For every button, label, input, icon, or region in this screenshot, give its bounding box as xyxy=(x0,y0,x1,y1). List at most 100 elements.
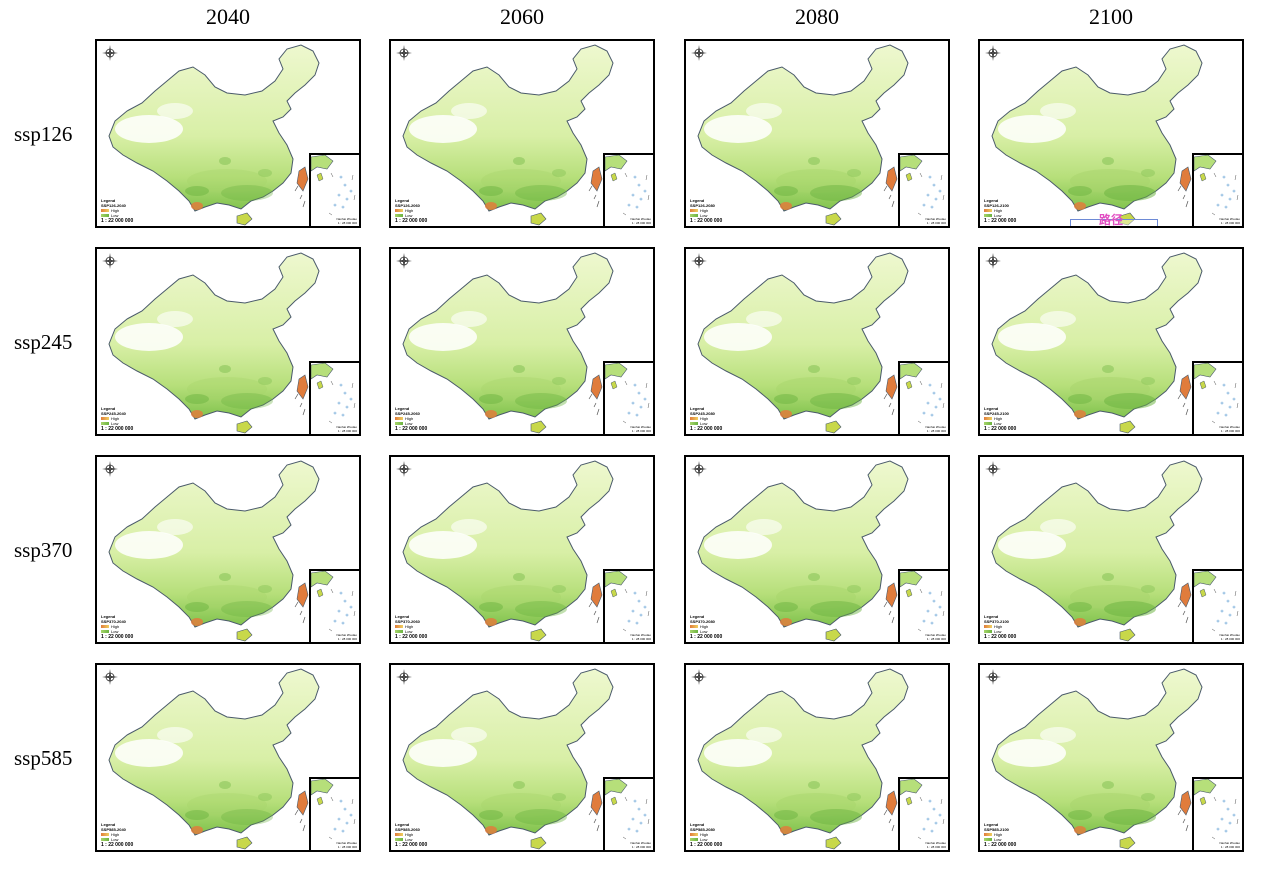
inset-map xyxy=(310,778,356,840)
low-swatch xyxy=(101,214,109,218)
legend-high-label: High xyxy=(994,624,1003,629)
legend-high-label: High xyxy=(994,416,1003,421)
legend-high: High xyxy=(101,416,133,421)
map-panel-ssp126-2080: Legend SSP126-2080 High Low 1 : 22 000 0… xyxy=(684,39,950,228)
map-legend: Legend SSP245-2080 High Low 1 : 22 000 0… xyxy=(690,406,722,432)
inset-box: Nanhai Zhudao 1 : 28 000 000 xyxy=(898,153,948,226)
inset-scale: 1 : 28 000 000 xyxy=(631,429,651,433)
map-scale: 1 : 22 000 000 xyxy=(690,634,723,640)
legend-low-label: Low xyxy=(994,421,1002,426)
inset-caption: Nanhai Zhudao 1 : 28 000 000 xyxy=(925,633,946,641)
low-swatch xyxy=(690,214,698,218)
legend-low: Low xyxy=(984,629,1016,634)
legend-high-label: High xyxy=(700,208,709,213)
legend-title: Legend xyxy=(984,406,999,411)
map-legend: Legend SSP126-2080 High Low 1 : 22 000 0… xyxy=(690,198,722,224)
map-scale: 1 : 22 000 000 xyxy=(690,218,723,224)
inset-scale: 1 : 28 000 000 xyxy=(337,845,357,849)
high-swatch xyxy=(984,833,992,837)
legend-low-label: Low xyxy=(111,213,119,218)
inset-box: Nanhai Zhudao 1 : 28 000 000 xyxy=(898,777,948,850)
inset-scale: 1 : 28 000 000 xyxy=(337,221,357,225)
legend-title: Legend xyxy=(984,198,999,203)
inset-scale: 1 : 28 000 000 xyxy=(631,845,651,849)
legend-high-label: High xyxy=(700,624,709,629)
legend-code: SSP370-2040 xyxy=(101,619,126,624)
inset-caption: Nanhai Zhudao 1 : 28 000 000 xyxy=(1219,633,1240,641)
legend-high-label: High xyxy=(405,624,414,629)
legend-title: Legend xyxy=(984,614,999,619)
inset-name: Nanhai Zhudao xyxy=(630,841,651,845)
inset-map xyxy=(604,362,650,424)
low-swatch xyxy=(101,838,109,842)
low-swatch xyxy=(690,630,698,634)
legend-low-label: Low xyxy=(111,421,119,426)
low-swatch xyxy=(101,422,109,426)
map-scale: 1 : 22 000 000 xyxy=(395,634,428,640)
map-legend: Legend SSP585-2080 High Low 1 : 22 000 0… xyxy=(690,822,722,848)
map-legend: Legend SSP245-2060 High Low 1 : 22 000 0… xyxy=(395,406,427,432)
legend-title: Legend xyxy=(101,822,116,827)
legend-low: Low xyxy=(395,213,427,218)
inset-caption: Nanhai Zhudao 1 : 28 000 000 xyxy=(1219,425,1240,433)
inset-caption: Nanhai Zhudao 1 : 28 000 000 xyxy=(630,425,651,433)
inset-map xyxy=(604,778,650,840)
legend-low-label: Low xyxy=(111,629,119,634)
inset-name: Nanhai Zhudao xyxy=(925,425,946,429)
inset-caption: Nanhai Zhudao 1 : 28 000 000 xyxy=(925,841,946,849)
north-arrow-icon xyxy=(691,461,707,477)
inset-caption: Nanhai Zhudao 1 : 28 000 000 xyxy=(925,217,946,225)
legend-high: High xyxy=(690,832,722,837)
high-swatch xyxy=(101,417,109,421)
inset-scale: 1 : 28 000 000 xyxy=(1220,429,1240,433)
north-arrow-icon xyxy=(102,461,118,477)
inset-scale: 1 : 28 000 000 xyxy=(631,637,651,641)
legend-title: Legend xyxy=(101,614,116,619)
legend-title: Legend xyxy=(690,614,705,619)
legend-title: Legend xyxy=(984,822,999,827)
legend-high-label: High xyxy=(111,416,120,421)
map-legend: Legend SSP126-2060 High Low 1 : 22 000 0… xyxy=(395,198,427,224)
inset-scale: 1 : 28 000 000 xyxy=(1220,221,1240,225)
legend-title: Legend xyxy=(395,198,410,203)
china-map xyxy=(108,460,320,642)
low-swatch xyxy=(395,630,403,634)
inset-caption: Nanhai Zhudao 1 : 28 000 000 xyxy=(336,841,357,849)
high-swatch xyxy=(690,833,698,837)
map-scale: 1 : 22 000 000 xyxy=(101,426,134,432)
map-legend: Legend SSP245-2040 High Low 1 : 22 000 0… xyxy=(101,406,133,432)
inset-caption: Nanhai Zhudao 1 : 28 000 000 xyxy=(630,841,651,849)
high-swatch xyxy=(395,209,403,213)
legend-high: High xyxy=(984,416,1016,421)
inset-name: Nanhai Zhudao xyxy=(630,425,651,429)
legend-low: Low xyxy=(984,213,1016,218)
legend-code: SSP126-2100 xyxy=(984,203,1009,208)
inset-name: Nanhai Zhudao xyxy=(1219,217,1240,221)
north-arrow-icon xyxy=(985,45,1001,61)
inset-map xyxy=(604,570,650,632)
map-panel-ssp370-2040: Legend SSP370-2040 High Low 1 : 22 000 0… xyxy=(95,455,361,644)
legend-low: Low xyxy=(101,837,133,842)
map-panel-ssp585-2080: Legend SSP585-2080 High Low 1 : 22 000 0… xyxy=(684,663,950,852)
high-swatch xyxy=(101,209,109,213)
legend-code: SSP370-2080 xyxy=(690,619,715,624)
annotation-box[interactable]: 路径 xyxy=(1070,213,1158,226)
high-swatch xyxy=(101,833,109,837)
legend-low: Low xyxy=(101,629,133,634)
legend-code: SSP585-2040 xyxy=(101,827,126,832)
inset-name: Nanhai Zhudao xyxy=(630,217,651,221)
map-panel-ssp370-2080: Legend SSP370-2080 High Low 1 : 22 000 0… xyxy=(684,455,950,644)
legend-high-label: High xyxy=(700,416,709,421)
legend-low-label: Low xyxy=(994,837,1002,842)
legend-high-label: High xyxy=(111,624,120,629)
china-map xyxy=(991,252,1203,434)
inset-map xyxy=(310,362,356,424)
legend-code: SSP585-2060 xyxy=(395,827,420,832)
legend-title: Legend xyxy=(690,198,705,203)
legend-title: Legend xyxy=(690,822,705,827)
map-scale: 1 : 22 000 000 xyxy=(101,842,134,848)
inset-map xyxy=(1193,362,1239,424)
inset-box: Nanhai Zhudao 1 : 28 000 000 xyxy=(309,361,359,434)
legend-low: Low xyxy=(984,421,1016,426)
inset-box: Nanhai Zhudao 1 : 28 000 000 xyxy=(898,569,948,642)
